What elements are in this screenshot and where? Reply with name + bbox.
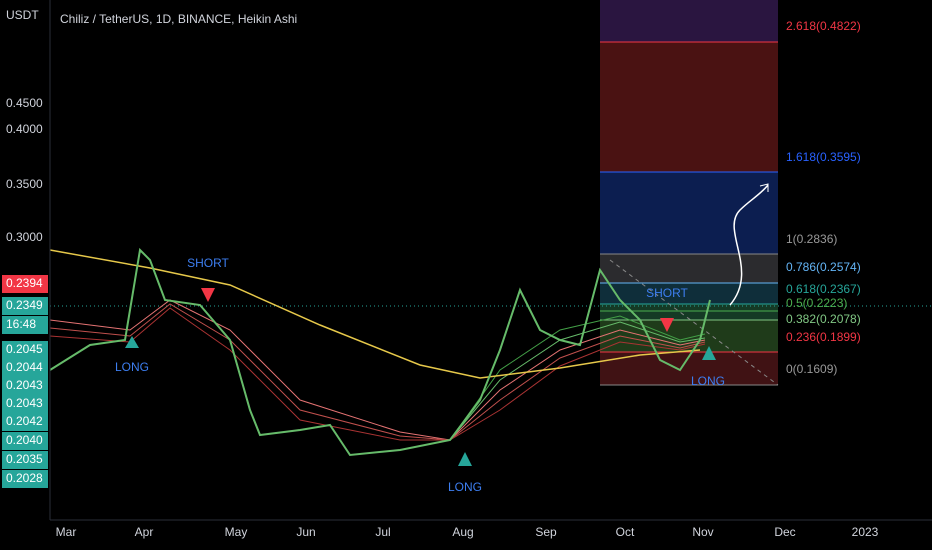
price-tag: 0.2040 <box>6 433 43 447</box>
fib-label: 2.618(0.4822) <box>786 19 861 33</box>
ribbon-line <box>49 299 706 441</box>
price-tag: 0.2043 <box>6 396 43 410</box>
price-tag-bg <box>2 432 48 450</box>
short-marker <box>660 318 674 332</box>
signal-label: SHORT <box>646 286 688 300</box>
ribbon-line <box>49 307 706 441</box>
signal-label: LONG <box>115 360 149 374</box>
fib-label: 0.618(0.2367) <box>786 282 861 296</box>
fib-zone <box>600 254 778 283</box>
arrow-head <box>759 183 769 192</box>
time-label: Aug <box>452 525 473 539</box>
signal-label: SHORT <box>187 256 229 270</box>
time-label: Nov <box>692 525 713 539</box>
fib-label: 0.5(0.2223) <box>786 296 847 310</box>
price-tag: 0.2035 <box>6 452 43 466</box>
fib-labels: 2.618(0.4822) 1.618(0.3595) 1(0.2836) 0.… <box>786 19 861 376</box>
price-tag-bg <box>2 316 48 334</box>
time-label: 2023 <box>852 525 879 539</box>
price-path <box>49 247 711 457</box>
time-label: May <box>225 525 248 539</box>
fib-zone <box>600 304 778 320</box>
trend-line <box>609 259 779 386</box>
price-label: 0.3000 <box>6 230 43 244</box>
price-tag: 0.2349 <box>6 298 43 312</box>
time-label: Jun <box>296 525 315 539</box>
fib-box <box>600 0 779 386</box>
price-tag-bg <box>2 470 48 488</box>
ribbon-line <box>449 315 706 441</box>
ribbon-line <box>449 321 706 441</box>
price-tag-bg <box>2 275 48 293</box>
ma-ribbon <box>49 299 706 441</box>
time-axis: Mar Apr May Jun Jul Aug Sep Oct Nov Dec 2023 <box>56 525 879 539</box>
price-label: 0.4000 <box>6 122 43 136</box>
price-tag-bg <box>2 297 48 315</box>
moving-average <box>49 249 701 379</box>
arrow <box>729 184 769 306</box>
time-label: Apr <box>135 525 154 539</box>
long-marker <box>125 336 139 348</box>
time-label: Sep <box>535 525 557 539</box>
time-label: Oct <box>616 525 635 539</box>
chart-title: Chiliz / TetherUS, 1D, BINANCE, Heikin A… <box>60 12 297 26</box>
fib-zone <box>600 172 778 254</box>
fib-label: 1(0.2836) <box>786 232 837 246</box>
short-marker <box>201 288 215 302</box>
price-tag: 0.2394 <box>6 276 43 290</box>
time-label: Dec <box>774 525 795 539</box>
time-label: Mar <box>56 525 77 539</box>
time-label: Jul <box>375 525 390 539</box>
fib-label: 1.618(0.3595) <box>786 150 861 164</box>
price-label: 0.4500 <box>6 96 43 110</box>
fib-zone <box>600 283 778 304</box>
price-tag-bg <box>2 341 48 359</box>
price-tags: 0.2394 0.2349 16:48 0.2045 0.2044 0.2043 0.204… <box>2 275 48 488</box>
price-tag-bg <box>2 359 48 377</box>
price-tag: 16:48 <box>6 317 36 331</box>
currency-label: USDT <box>6 8 39 22</box>
signal-label: LONG <box>691 374 725 388</box>
price-label: 0.3500 <box>6 177 43 191</box>
long-marker <box>702 346 716 360</box>
price-tag-bg <box>2 413 48 431</box>
fib-label: 0(0.1609) <box>786 362 837 376</box>
ribbon-line <box>49 303 706 441</box>
fib-zone <box>600 320 778 352</box>
fib-label: 0.786(0.2574) <box>786 260 861 274</box>
price-tag: 0.2045 <box>6 342 43 356</box>
price-tag-bg <box>2 451 48 469</box>
fib-zone <box>600 0 778 42</box>
price-tag: 0.2043 <box>6 378 43 392</box>
fib-zone <box>600 42 778 172</box>
price-tag-bg <box>2 395 48 413</box>
signal-label: LONG <box>448 480 482 494</box>
price-tag: 0.2042 <box>6 414 43 428</box>
fib-label: 0.236(0.1899) <box>786 330 861 344</box>
price-tag-bg <box>2 377 48 395</box>
price-tag: 0.2044 <box>6 360 43 374</box>
fib-label: 0.382(0.2078) <box>786 312 861 326</box>
price-tag: 0.2028 <box>6 471 43 485</box>
long-marker <box>458 452 472 466</box>
